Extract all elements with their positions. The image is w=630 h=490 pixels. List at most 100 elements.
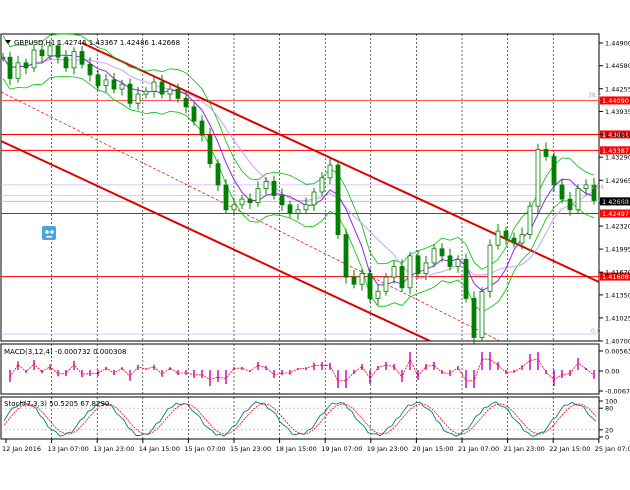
macd-tick-label: -0.00674	[605, 388, 630, 396]
level-price-label: 1.42497	[602, 210, 629, 218]
time-tick-label: 18 Jan 15:00	[276, 445, 317, 453]
candle-body	[7, 56, 13, 79]
candle-body	[543, 149, 549, 157]
price-tick-label: 1.42645	[605, 199, 630, 207]
time-tick-label: 19 Jan 23:00	[367, 445, 408, 453]
candle-body	[271, 180, 277, 196]
candle-body	[423, 262, 429, 274]
stoch-signal-line	[3, 403, 597, 435]
price-tick-label: 1.41025	[605, 314, 630, 322]
candle-body	[383, 276, 389, 292]
candle-body	[215, 163, 221, 186]
candle-body	[479, 290, 485, 338]
time-tick-label: 21 Jan 07:00	[458, 445, 499, 453]
candle-body	[519, 234, 525, 244]
fib-label-bottom: 0.0	[591, 328, 601, 335]
candle-body	[31, 49, 37, 69]
candle-body	[367, 273, 373, 299]
candle-body	[511, 237, 517, 244]
candle-body	[47, 45, 53, 57]
stoch-tick-label: 80	[605, 405, 613, 413]
candle-body	[359, 273, 365, 285]
level-price-badge	[600, 146, 630, 155]
price-tick-label: 1.41995	[605, 246, 630, 254]
candle-body	[79, 51, 85, 65]
candlesticks	[0, 40, 597, 344]
bollinger-bands	[2, 33, 595, 313]
macd-tick-label: 0.00	[605, 368, 619, 376]
candle-body	[407, 255, 413, 289]
stoch-label: Stoch(7,3,3) 50.5205 67.8290	[4, 400, 109, 408]
candle-body	[239, 198, 245, 206]
time-tick-label: 15 Jan 23:00	[230, 445, 271, 453]
candle-body	[183, 97, 189, 108]
candle-body	[95, 74, 101, 86]
price-tick-label: 1.41350	[605, 291, 630, 299]
candle-body	[103, 79, 109, 86]
level-price-label: 1.43387	[602, 147, 629, 155]
candle-body	[159, 81, 165, 95]
time-tick-label: 19 Jan 07:00	[321, 445, 362, 453]
candle-body	[263, 180, 269, 189]
price-tick-label: 1.41670	[605, 269, 630, 277]
level-price-label: 1.43611	[602, 131, 629, 139]
macd-label: MACD(3,12,4) -0.000732 0.000308	[4, 348, 127, 356]
price-axis: 1.44900 1.44580 1.44255 1.43935 1.43610 1.432…	[599, 40, 630, 346]
time-tick-label: 22 Jan 15:00	[549, 445, 590, 453]
price-tick-label: 1.42320	[605, 223, 630, 231]
price-tick-label: 1.44255	[605, 85, 630, 93]
candle-body	[111, 79, 117, 90]
candle-body	[327, 164, 333, 179]
candle-body	[231, 204, 237, 211]
candle-body	[55, 45, 61, 58]
moving-averages	[2, 54, 595, 292]
level-price-label: 1.44090	[602, 97, 629, 105]
expert-advisor-icon[interactable]	[42, 226, 56, 240]
candle-body	[63, 56, 69, 69]
time-tick-label: 15 Jan 07:00	[184, 445, 225, 453]
candle-body	[583, 184, 589, 189]
time-tick-label: 13 Jan 23:00	[93, 445, 134, 453]
candle-body	[119, 83, 125, 90]
price-tick-label: 1.43610	[605, 131, 630, 139]
time-tick-label: 20 Jan 15:00	[412, 445, 453, 453]
candle-body	[0, 56, 6, 59]
current-price-badge	[600, 197, 630, 206]
candle-body	[591, 184, 597, 201]
candle-body	[279, 195, 285, 206]
symbol-dropdown-icon[interactable]	[5, 40, 11, 44]
level-price-badge	[600, 272, 630, 281]
channel-lower-line	[0, 140, 431, 342]
main-pane[interactable]	[0, 33, 600, 342]
candle-body	[191, 106, 197, 122]
candle-body	[415, 255, 421, 274]
level-price-badge	[600, 96, 630, 105]
candle-body	[303, 204, 309, 211]
bollinger-upper	[2, 33, 595, 270]
candle-body	[551, 156, 557, 186]
vertical-grid	[51, 34, 600, 439]
fib-label-top: 38.2	[588, 92, 602, 99]
candle-body	[295, 209, 301, 214]
stoch-tick-label: 20	[605, 426, 613, 434]
candle-body	[447, 255, 453, 267]
candle-body	[175, 88, 181, 99]
price-tick-label: 1.40700	[605, 338, 630, 346]
price-tick-label: 1.43290	[605, 154, 630, 162]
price-tick-label: 1.43935	[605, 108, 630, 116]
time-axis: 12 Jan 2016 13 Jan 07:00 13 Jan 23:00 14 Ja…	[2, 439, 630, 453]
candle-body	[151, 81, 157, 92]
price-tick-label: 1.44580	[605, 62, 630, 70]
candle-body	[431, 248, 437, 264]
time-tick-label: 25 Jan 07:00	[595, 445, 630, 453]
candle-body	[167, 88, 173, 95]
candle-body	[135, 93, 141, 104]
candle-body	[567, 198, 573, 211]
candle-body	[319, 177, 325, 193]
current-price-label: 1.42668	[602, 198, 629, 206]
time-tick-label: 13 Jan 07:00	[48, 445, 89, 453]
stoch-pane[interactable]	[0, 396, 600, 440]
